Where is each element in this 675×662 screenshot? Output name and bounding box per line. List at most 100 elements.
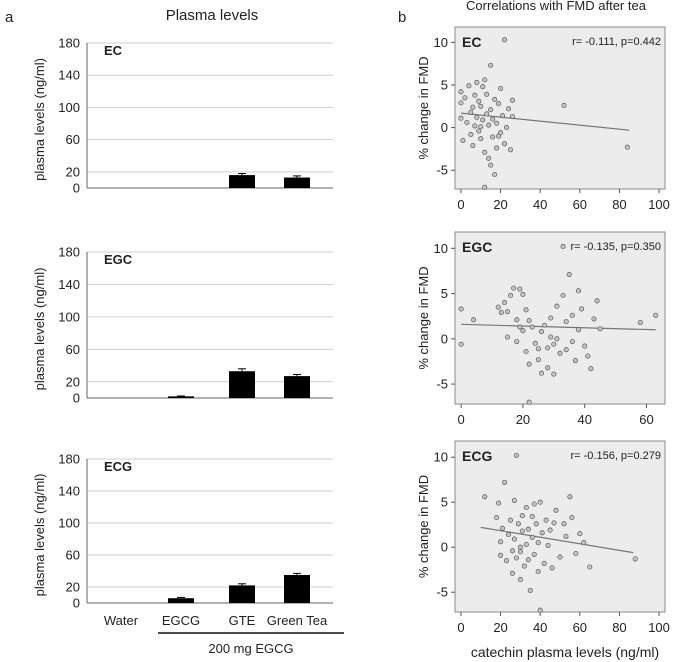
data-point (476, 98, 482, 104)
fit-line (461, 323, 656, 331)
data-point (480, 84, 486, 90)
data-point (458, 341, 464, 347)
y-tick-label: 5 (441, 495, 448, 510)
x-tick-label: 0 (457, 620, 464, 635)
fit-line (480, 526, 634, 554)
y-tick-label: 100 (58, 309, 80, 324)
data-point (478, 124, 484, 130)
data-point (557, 554, 563, 560)
data-point (508, 292, 514, 298)
data-point (472, 123, 478, 129)
y-tick-label: 10 (434, 35, 448, 50)
data-point (509, 97, 516, 103)
y-tick-label: 140 (58, 277, 80, 292)
data-point (563, 347, 569, 353)
data-point (476, 128, 482, 134)
data-point (511, 536, 517, 542)
data-point (548, 334, 554, 340)
data-point (482, 184, 488, 190)
data-point (575, 288, 582, 294)
data-point (504, 309, 511, 315)
data-point (554, 336, 560, 342)
data-point (492, 96, 498, 103)
data-point (495, 304, 501, 310)
data-point (515, 521, 521, 527)
data-point (533, 521, 539, 527)
y-tick-label: 60 (66, 548, 80, 563)
data-point (484, 91, 490, 97)
x-tick-label: 40 (533, 197, 547, 212)
data-point (488, 162, 494, 168)
chart-name: EGC (104, 252, 133, 267)
x-tick-label: 100 (648, 197, 670, 212)
data-point (478, 103, 484, 109)
data-point (573, 550, 579, 557)
x-tick-label: 40 (533, 620, 547, 635)
data-point (539, 530, 545, 536)
data-point (498, 310, 504, 316)
data-point (548, 315, 554, 321)
x-tick-label: 0 (457, 197, 464, 212)
stat-label: r= -0.111, p=0.442 (572, 36, 661, 48)
data-point (553, 507, 559, 513)
data-point (563, 319, 569, 325)
bar-green-tea (284, 177, 310, 188)
chart-name: EC (462, 34, 481, 50)
data-point (486, 155, 492, 161)
y-tick-label: 60 (66, 342, 80, 357)
data-point (588, 366, 594, 372)
data-point (458, 306, 464, 312)
panel-b-title: Correlations with FMD after tea (466, 0, 647, 13)
x-tick-label: GTE (229, 613, 256, 628)
data-point (482, 494, 488, 500)
plot-area (454, 26, 666, 190)
data-point (542, 322, 548, 328)
data-point (511, 497, 517, 503)
data-point (594, 298, 600, 304)
data-point (560, 292, 566, 298)
data-point (523, 505, 529, 511)
data-point (569, 514, 575, 521)
data-point (526, 399, 532, 405)
x-tick-label: 0 (458, 412, 465, 427)
data-point (472, 92, 478, 98)
y-tick-label: 180 (58, 452, 80, 467)
panel-b-label: b (398, 9, 406, 26)
fit-line (460, 112, 630, 131)
y-axis-label: plasma levels (ng/ml) (32, 268, 47, 391)
data-point (572, 357, 578, 364)
data-point (499, 113, 506, 119)
data-point (505, 106, 512, 112)
data-point (513, 452, 519, 458)
data-point (525, 526, 531, 532)
y-axis-label: % change in FMD (416, 56, 431, 159)
data-point (529, 324, 535, 330)
scatter-egc: -5 0 5 10 0 20 40 60 % change in FMD EGC r= -0.135… (416, 231, 666, 427)
data-point (545, 365, 551, 371)
y-tick-label: 140 (58, 68, 80, 83)
bar-gte (229, 175, 255, 188)
data-point (492, 171, 498, 178)
x-tick-label: Water (104, 613, 139, 628)
data-point (560, 243, 566, 250)
chart-name: EC (104, 43, 123, 58)
panel-a-label: a (5, 9, 14, 26)
data-point (624, 144, 630, 150)
y-tick-label: 5 (441, 286, 448, 301)
data-point (587, 564, 593, 570)
data-point (581, 540, 587, 546)
data-point (569, 338, 575, 345)
data-point (505, 532, 512, 538)
data-point (517, 324, 523, 330)
data-point (460, 137, 466, 143)
data-point (537, 499, 543, 505)
data-point (490, 134, 496, 140)
data-point (466, 83, 472, 89)
chart-name: ECG (104, 459, 132, 474)
data-point (535, 540, 541, 546)
y-tick-label: 0 (73, 181, 80, 196)
data-point (529, 534, 535, 540)
bar-green-tea (284, 376, 310, 398)
